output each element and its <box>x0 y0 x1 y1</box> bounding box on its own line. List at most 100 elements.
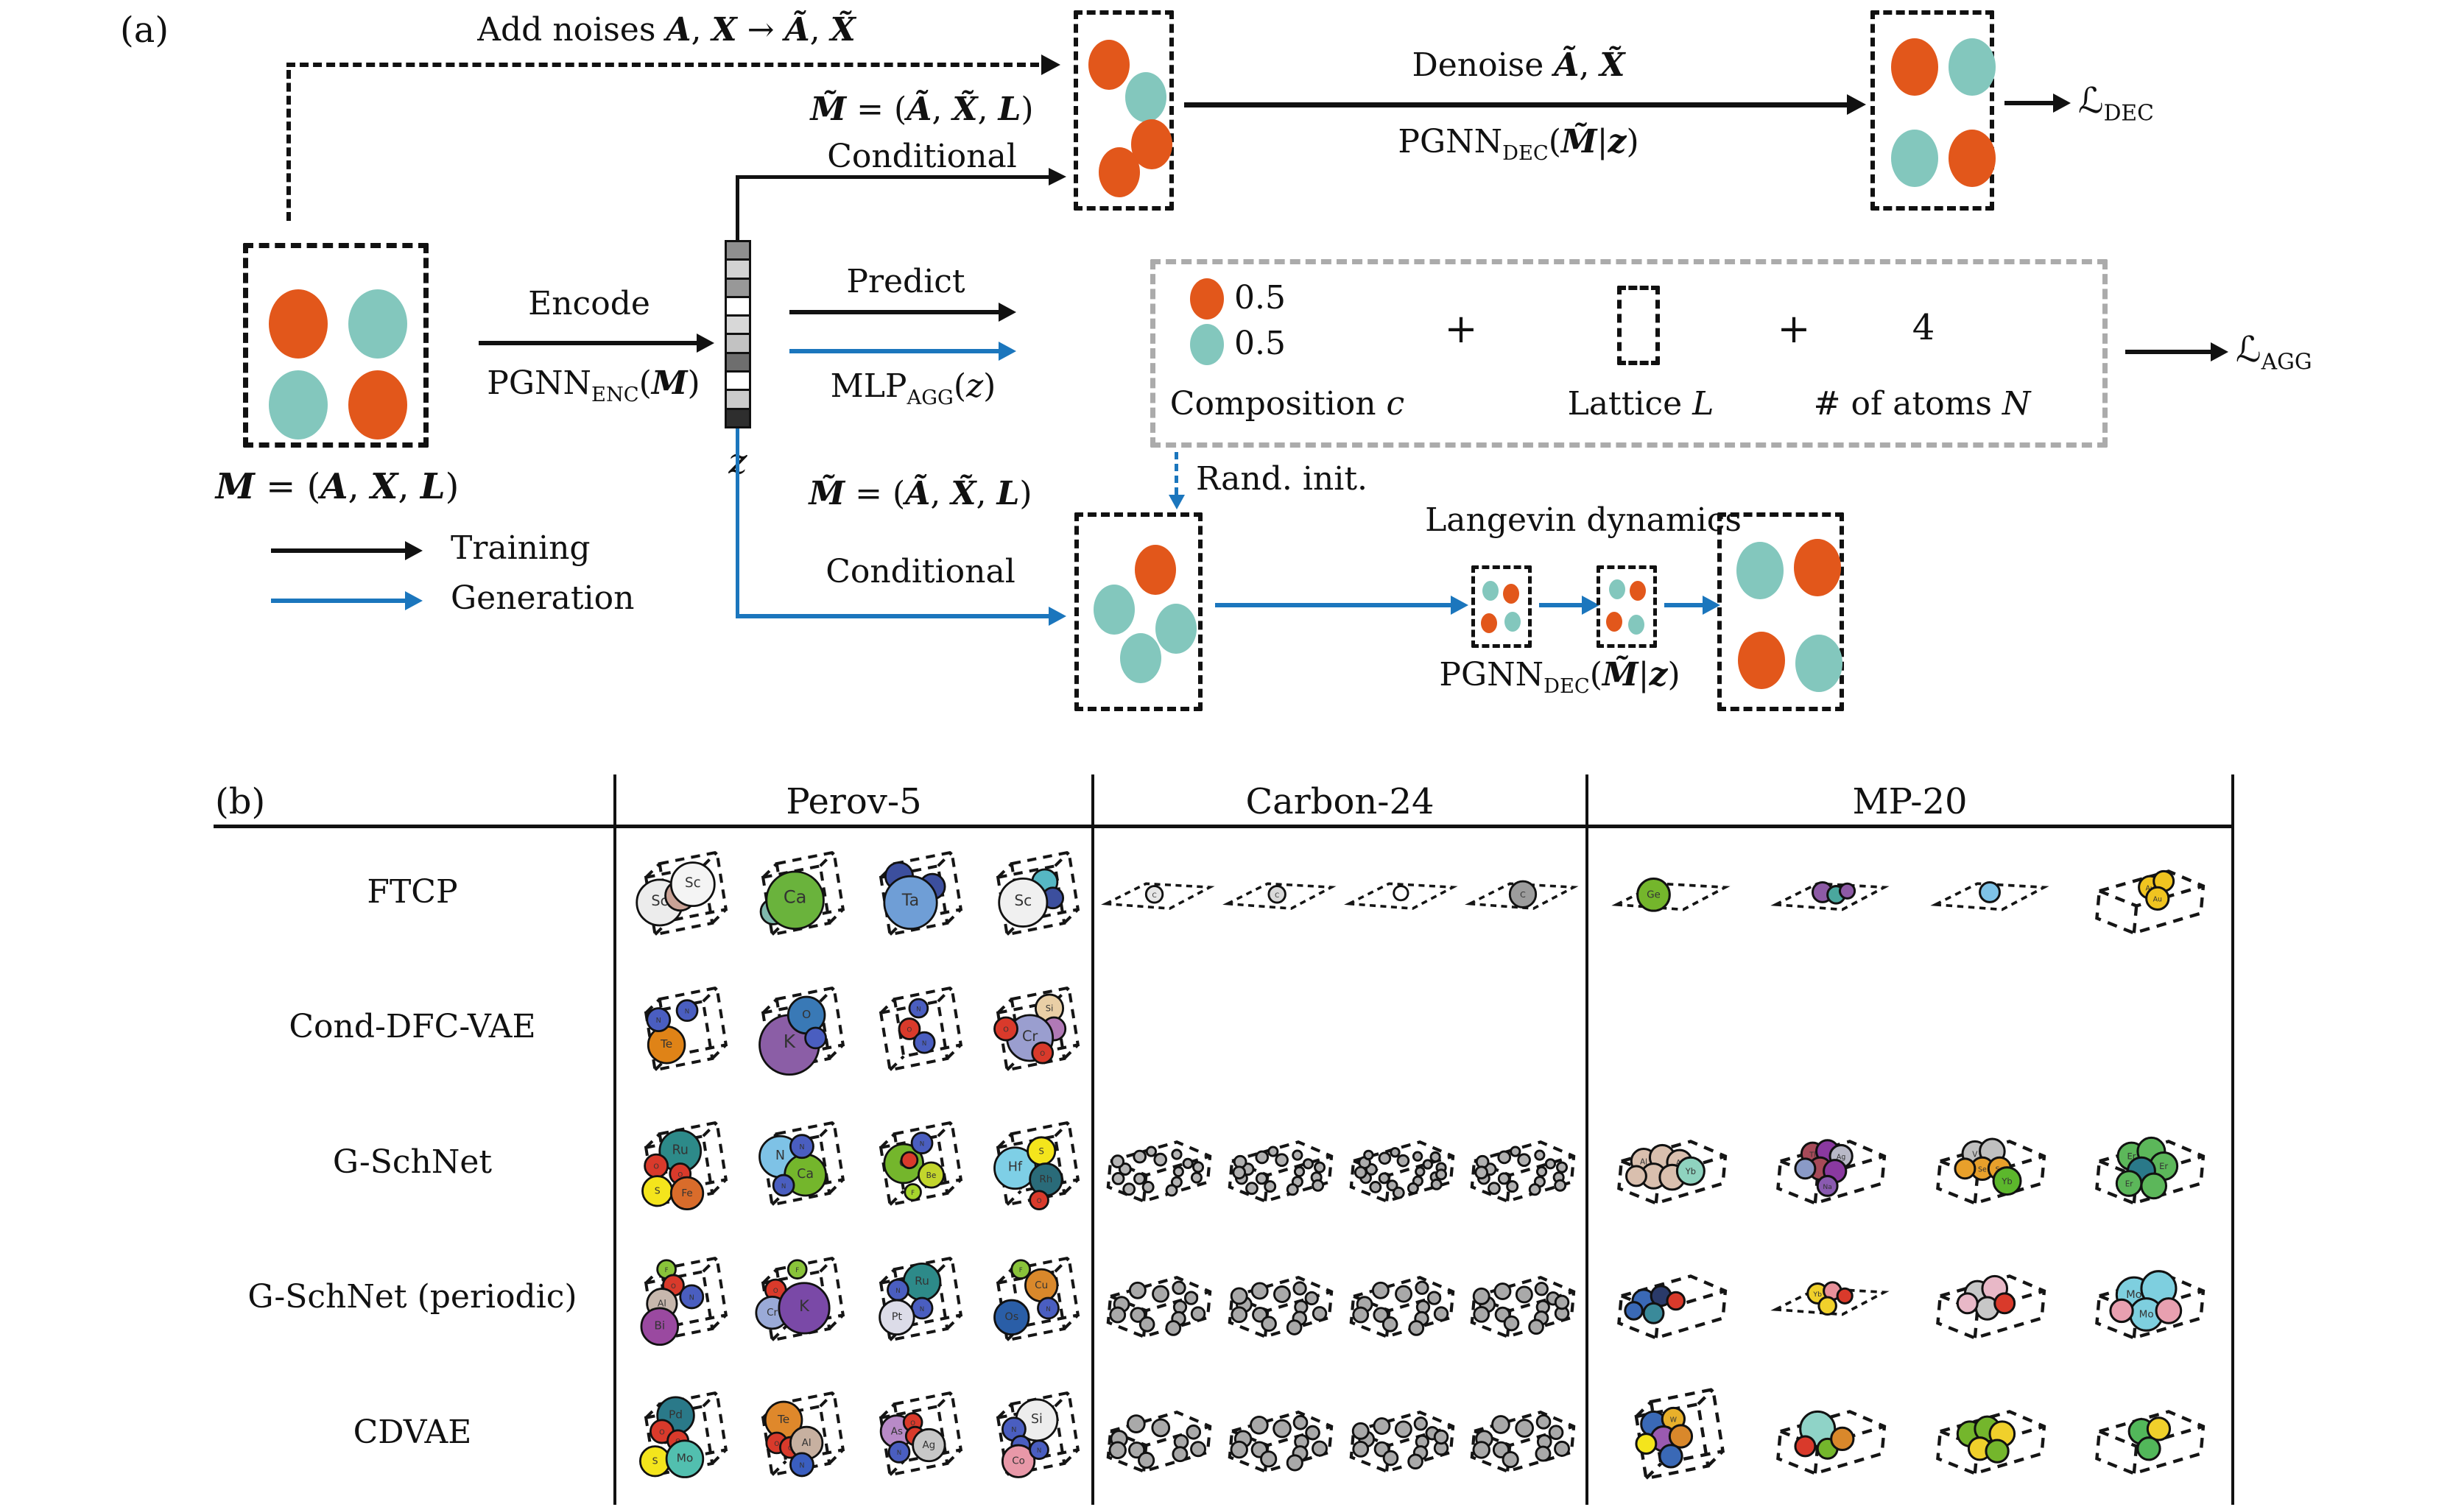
atom-element-label: S <box>652 1455 658 1467</box>
atom <box>669 861 716 908</box>
arrowhead <box>1451 596 1468 615</box>
row-label: Cond-DFC-VAE <box>289 1008 536 1046</box>
add-noise-dashed-line-vertical <box>286 70 291 221</box>
crystal-structure <box>1349 1140 1454 1204</box>
num-atoms-label: # of atoms N <box>1813 385 2031 423</box>
langevin-arrow-3 <box>1664 603 1707 607</box>
atom <box>887 1441 910 1464</box>
crystal-structure <box>1343 882 1458 911</box>
unit-cell-outline <box>1770 882 1890 911</box>
unit-cell-outline <box>879 985 962 1072</box>
arrowhead <box>2053 93 2071 113</box>
crystal-structure: O N N <box>879 985 962 1072</box>
atom-element-label: O <box>910 1420 915 1427</box>
crystal-structure: F O N Al Bi <box>640 1255 728 1346</box>
latent-cell <box>727 373 749 389</box>
aggregate-properties-box <box>1150 259 2108 448</box>
composition-value-2: 0.5 <box>1234 325 1286 362</box>
atom <box>1304 1425 1320 1441</box>
atom-element-label: O <box>659 1428 665 1436</box>
atom <box>1302 1158 1314 1170</box>
row-label: G-SchNet (periodic) <box>247 1278 577 1316</box>
atom <box>1231 1306 1247 1323</box>
atom <box>1529 1183 1541 1196</box>
atom <box>1311 1440 1328 1457</box>
unit-cell-outline <box>1343 882 1458 911</box>
row-label: FTCP <box>367 872 458 911</box>
langevin-arrow-1 <box>1215 603 1455 607</box>
atom <box>1516 1285 1534 1304</box>
atom <box>1503 1315 1520 1332</box>
encoder-fn-label: PGNNENC(M) <box>487 364 700 406</box>
atom-element-label: F <box>796 1267 800 1274</box>
unit-cell-outline <box>879 1255 962 1342</box>
atom <box>882 875 938 931</box>
atom-element-label: N <box>919 1305 923 1313</box>
atom-element-label: Cr <box>1022 1027 1038 1044</box>
crystal-structure: F O Cr K <box>755 1255 845 1342</box>
atom-element-label: N <box>1037 1447 1041 1455</box>
atom-element-label: Mo <box>2126 1288 2142 1301</box>
composition-dot-teal <box>1190 324 1224 365</box>
atom-element-label: O <box>775 1441 780 1448</box>
unit-cell-outline <box>996 985 1080 1072</box>
atom <box>1676 1156 1706 1186</box>
atom-element-label: Mo <box>2139 1309 2154 1321</box>
unit-cell-outline <box>761 1391 845 1477</box>
atom <box>1133 1173 1146 1186</box>
atom <box>1433 1430 1449 1445</box>
atom-element-label: F <box>665 1267 669 1274</box>
crystal-structure <box>1228 1275 1334 1338</box>
atom <box>1407 1453 1423 1470</box>
atom-element-label: O <box>677 1171 683 1179</box>
latent-vector <box>725 240 751 428</box>
crystal-structure <box>1228 1140 1334 1204</box>
atom <box>1165 1184 1178 1197</box>
atom <box>1378 1172 1390 1185</box>
atom <box>1794 1157 1817 1180</box>
crystal-structure: F Cu N Os <box>993 1255 1080 1342</box>
atom-orange <box>348 370 407 440</box>
atom <box>1668 1424 1694 1449</box>
atom-element-label: N <box>656 1017 661 1025</box>
atom-orange <box>1503 584 1519 604</box>
atom <box>1954 1157 1976 1180</box>
atom <box>1028 1190 1049 1211</box>
atom <box>1250 1282 1269 1300</box>
atom-element-label: N <box>1011 1426 1016 1434</box>
atom-element-label: Al <box>802 1437 812 1449</box>
atom <box>1111 1172 1125 1186</box>
atom-element-label: Cr <box>767 1307 778 1319</box>
crystal-structure: Sc Sc <box>636 850 728 936</box>
atom <box>1351 1441 1369 1458</box>
atom-element-label: O <box>773 1288 778 1295</box>
add-noises-label: Add noises A, X → Ã, X̃ <box>477 11 856 49</box>
atom <box>1414 1280 1429 1295</box>
decoder-fn-bottom-label: PGNNDEC(M̃|z) <box>1439 656 1680 698</box>
atom <box>1515 1419 1535 1439</box>
atom-element-label: K <box>799 1296 810 1314</box>
atom-element-label: Tl <box>1809 1151 1816 1159</box>
atom-element-label: Au <box>2145 884 2154 892</box>
atom <box>1381 1316 1398 1333</box>
generated-crystal-box <box>1717 512 1844 711</box>
atom <box>1408 1320 1424 1336</box>
predict-arrow-generation <box>789 349 1003 353</box>
atom <box>1473 1305 1490 1323</box>
atom <box>1545 1158 1557 1170</box>
atom <box>1245 1182 1259 1196</box>
atom <box>1190 1171 1203 1185</box>
atom <box>910 1132 933 1155</box>
conditional-bottom-label: Conditional <box>826 553 1015 590</box>
atom <box>1272 1419 1292 1439</box>
atom-element-label: Na <box>1823 1183 1833 1191</box>
crystal-structure <box>1470 1275 1576 1338</box>
crystal-structure: AlAlYb <box>1617 1139 1728 1205</box>
atom-element-label: O <box>653 1163 659 1171</box>
atom <box>1535 1446 1552 1462</box>
atom <box>1312 1305 1328 1321</box>
atom <box>1412 1151 1423 1162</box>
atom <box>1371 1281 1390 1299</box>
atom <box>640 1307 680 1346</box>
atom-element-label: S <box>1038 1146 1043 1156</box>
